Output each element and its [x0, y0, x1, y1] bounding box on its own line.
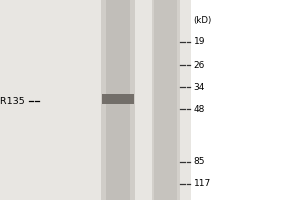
Text: GPR135: GPR135 [0, 97, 26, 106]
Text: 85: 85 [194, 158, 205, 166]
Text: (kD): (kD) [194, 17, 212, 25]
Bar [190, 0, 300, 200]
Bar [152, 0, 180, 200]
Text: 34: 34 [194, 83, 205, 92]
Text: 26: 26 [194, 60, 205, 70]
Text: 48: 48 [194, 104, 205, 114]
Bar [106, 0, 130, 200]
Bar [100, 0, 135, 200]
Text: 117: 117 [194, 180, 211, 188]
Text: 19: 19 [194, 38, 205, 46]
Bar [102, 94, 134, 104]
Bar [154, 0, 177, 200]
